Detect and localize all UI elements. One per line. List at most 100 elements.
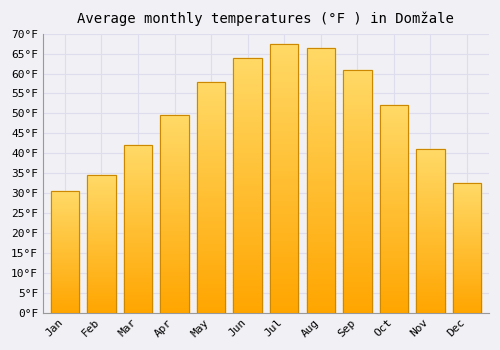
Bar <box>270 304 298 307</box>
Bar <box>343 218 372 220</box>
Bar <box>234 241 262 244</box>
Bar <box>87 237 116 238</box>
Bar <box>234 139 262 142</box>
Bar <box>234 70 262 73</box>
Bar <box>50 241 79 242</box>
Bar <box>380 296 408 298</box>
Bar <box>306 278 335 281</box>
Bar <box>343 126 372 128</box>
Bar <box>306 199 335 201</box>
Bar <box>87 240 116 241</box>
Bar <box>197 262 226 264</box>
Bar <box>416 216 444 218</box>
Bar <box>124 241 152 242</box>
Bar <box>234 280 262 282</box>
Bar <box>452 287 481 288</box>
Bar <box>380 199 408 201</box>
Bar <box>270 229 298 232</box>
Bar <box>306 262 335 265</box>
Bar <box>270 143 298 146</box>
Bar <box>343 181 372 184</box>
Bar <box>87 310 116 311</box>
Bar <box>160 281 189 283</box>
Bar <box>416 282 444 283</box>
Bar <box>306 191 335 194</box>
Bar <box>50 305 79 307</box>
Bar <box>452 302 481 303</box>
Bar <box>306 177 335 180</box>
Bar <box>87 232 116 233</box>
Bar <box>270 264 298 267</box>
Bar <box>416 211 444 213</box>
Bar <box>87 262 116 263</box>
Bar <box>343 123 372 126</box>
Bar <box>87 296 116 297</box>
Bar <box>160 169 189 171</box>
Bar <box>234 208 262 211</box>
Bar <box>87 201 116 203</box>
Bar <box>416 233 444 234</box>
Bar <box>380 261 408 263</box>
Bar <box>234 157 262 160</box>
Bar <box>416 161 444 162</box>
Bar <box>124 252 152 254</box>
Bar <box>416 205 444 206</box>
Bar <box>306 135 335 138</box>
Bar <box>50 260 79 261</box>
Bar <box>416 285 444 287</box>
Bar <box>124 199 152 201</box>
Bar <box>87 287 116 288</box>
Bar <box>197 84 226 86</box>
Bar <box>160 279 189 281</box>
Bar <box>160 295 189 297</box>
Bar <box>87 204 116 205</box>
Bar <box>160 277 189 279</box>
Bar <box>197 121 226 123</box>
Bar <box>306 194 335 196</box>
Bar <box>197 197 226 199</box>
Bar <box>160 181 189 182</box>
Bar <box>87 175 116 176</box>
Bar <box>124 242 152 244</box>
Bar <box>380 232 408 234</box>
Bar <box>416 304 444 306</box>
Bar <box>306 88 335 90</box>
Bar <box>343 91 372 94</box>
Bar <box>343 179 372 181</box>
Bar <box>87 198 116 200</box>
Bar <box>87 197 116 198</box>
Bar <box>343 196 372 198</box>
Bar <box>343 235 372 237</box>
Bar <box>234 104 262 106</box>
Bar <box>380 219 408 222</box>
Bar <box>416 247 444 249</box>
Bar <box>50 196 79 197</box>
Bar <box>160 283 189 285</box>
Bar <box>306 85 335 88</box>
Bar <box>50 229 79 230</box>
Bar <box>234 96 262 98</box>
Bar <box>87 243 116 244</box>
Bar <box>160 171 189 173</box>
Bar <box>380 300 408 302</box>
Bar <box>234 114 262 116</box>
Bar <box>452 254 481 256</box>
Bar <box>234 108 262 111</box>
Bar <box>452 288 481 289</box>
Bar <box>306 169 335 172</box>
Bar <box>452 252 481 253</box>
Bar <box>160 141 189 143</box>
Bar <box>234 229 262 231</box>
Bar <box>306 162 335 164</box>
Bar <box>197 294 226 296</box>
Bar <box>234 254 262 257</box>
Bar <box>416 231 444 233</box>
Bar <box>124 209 152 211</box>
Bar <box>160 285 189 287</box>
Bar <box>343 303 372 305</box>
Bar <box>416 158 444 159</box>
Bar <box>197 116 226 119</box>
Bar <box>124 192 152 194</box>
Bar <box>87 178 116 179</box>
Bar <box>160 175 189 176</box>
